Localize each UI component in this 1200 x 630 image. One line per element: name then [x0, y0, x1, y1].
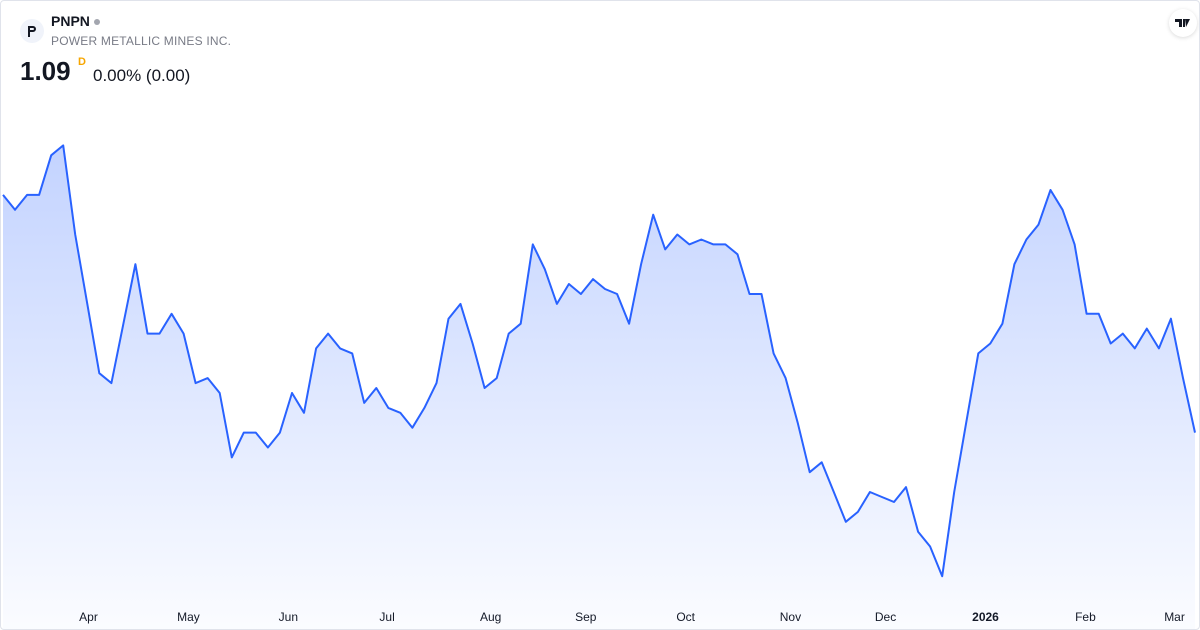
symbol[interactable]: PNPN [51, 13, 100, 29]
symbol-text[interactable]: PNPN [51, 13, 90, 29]
interval: D [78, 56, 86, 68]
company-name: POWER METALLIC MINES INC. [51, 34, 232, 48]
logo-icon [28, 26, 36, 37]
tradingview-logo[interactable] [1169, 9, 1197, 37]
area-fill [3, 145, 1195, 629]
price-line [2, 144, 1196, 578]
last-price: 1.09 [20, 56, 71, 86]
price-change: 0.00% (0.00) [93, 66, 191, 85]
status-dot [93, 19, 100, 26]
symbol-logo [20, 19, 44, 43]
tv-icon [1175, 19, 1190, 27]
